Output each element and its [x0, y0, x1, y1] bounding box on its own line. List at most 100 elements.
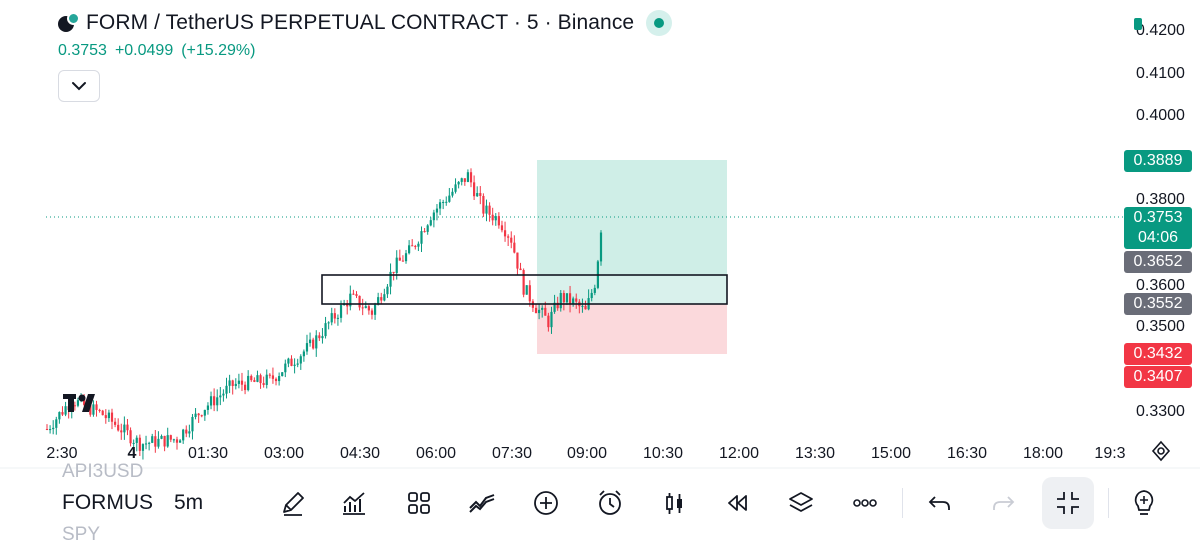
candle-body — [271, 375, 275, 379]
time-tick: 4 — [128, 445, 137, 462]
candle-body — [237, 380, 240, 384]
candle-body — [256, 375, 259, 382]
time-axis[interactable]: 2:30 4 01:30 03:00 04:30 06:00 07:30 09:… — [46, 445, 1125, 462]
take-profit-zone[interactable] — [537, 160, 727, 274]
candle-body — [200, 415, 203, 417]
candle-body — [377, 297, 380, 305]
candle-body — [240, 380, 244, 385]
watchlist-next-symbol[interactable]: SPY — [62, 524, 101, 540]
candle-body — [327, 322, 330, 324]
candle-body — [448, 195, 451, 202]
candle-body — [544, 307, 547, 316]
candle-body — [209, 396, 213, 406]
candle-body — [373, 304, 377, 315]
candle-body — [590, 292, 593, 299]
draw-button[interactable] — [276, 486, 310, 520]
indicators-button[interactable] — [337, 486, 371, 520]
market-status-icon[interactable] — [646, 10, 673, 36]
candle-body — [599, 232, 603, 262]
chart-type-button[interactable] — [657, 486, 691, 520]
candle-body — [123, 424, 126, 433]
interval-button[interactable]: 5m — [174, 491, 204, 514]
price-tick: 0.3600 — [1136, 277, 1185, 294]
indicators-icon — [343, 492, 365, 515]
watchlist-current-symbol[interactable]: FORMUS — [62, 491, 153, 514]
ideas-button[interactable] — [1127, 486, 1161, 520]
candle-body — [572, 298, 575, 304]
candle-body — [61, 412, 64, 415]
candle-body — [278, 376, 281, 382]
compare-button[interactable] — [465, 486, 499, 520]
candle-body — [274, 378, 278, 382]
candle-body — [287, 358, 290, 364]
exit-fullscreen-button[interactable] — [1042, 477, 1094, 529]
time-tick: 07:30 — [492, 445, 532, 462]
candle-body — [318, 335, 321, 339]
alert-button[interactable] — [593, 486, 627, 520]
add-button[interactable] — [529, 486, 563, 520]
settings-icon[interactable] — [1150, 440, 1172, 462]
candle-body — [417, 243, 420, 247]
position-entry-band — [537, 274, 727, 304]
candle-body — [234, 383, 237, 386]
undo-button[interactable] — [923, 486, 957, 520]
candle-body — [113, 421, 117, 425]
candle-body — [330, 313, 333, 323]
candle-body — [296, 363, 299, 365]
undo-icon — [928, 496, 950, 510]
candle-body — [160, 435, 163, 439]
candle-body — [213, 396, 216, 406]
redo-button[interactable] — [986, 486, 1020, 520]
candle-body — [593, 287, 596, 293]
stop-loss-zone[interactable] — [537, 304, 727, 354]
replay-button[interactable] — [720, 486, 754, 520]
price-axis[interactable]: 0.4200 0.4100 0.4000 0.3800 0.3600 0.350… — [1136, 22, 1185, 420]
candle-body — [519, 268, 522, 271]
object-tree-button[interactable] — [784, 486, 818, 520]
time-tick: 04:30 — [340, 445, 380, 462]
ideas-icon — [1134, 490, 1154, 515]
redo-icon — [993, 496, 1015, 510]
price-tick: 0.3800 — [1136, 191, 1185, 208]
collapse-legend-button[interactable] — [58, 70, 100, 102]
candle-body — [185, 429, 188, 434]
candle-body — [438, 202, 442, 209]
candle-body — [528, 285, 531, 302]
candle-body — [380, 297, 383, 301]
candle-body — [494, 216, 497, 221]
candle-body — [166, 435, 169, 447]
candle-body — [513, 242, 516, 253]
add-icon — [534, 491, 558, 515]
candle-body — [219, 395, 222, 398]
candle-body — [324, 323, 327, 337]
current-price-label: 0.3753 04:06 — [1124, 207, 1192, 249]
candle-body — [367, 306, 370, 311]
symbol-title[interactable]: FORM / TetherUS PERPETUAL CONTRACT · 5 ·… — [86, 11, 635, 34]
candle-body — [253, 380, 256, 382]
candle-body — [485, 205, 488, 214]
candle-body — [321, 336, 324, 339]
candle-body — [281, 372, 284, 377]
candle-body — [476, 193, 479, 197]
candle-body — [55, 419, 58, 428]
more-button[interactable] — [848, 486, 882, 520]
candle-body — [479, 193, 482, 196]
candle-body — [293, 364, 296, 366]
candle-body — [265, 374, 268, 385]
candle-body — [392, 271, 395, 273]
candle-body — [411, 245, 414, 247]
candle-body — [259, 375, 262, 384]
candle-body — [203, 409, 206, 416]
watchlist-prev-symbol[interactable]: API3USD — [62, 461, 144, 481]
tradingview-logo — [63, 394, 95, 412]
candle-body — [559, 293, 562, 309]
candle-body — [420, 231, 423, 244]
layouts-button[interactable] — [402, 486, 436, 520]
candle-body — [191, 416, 194, 432]
candle-body — [120, 430, 123, 433]
candle-body — [435, 208, 439, 213]
candle-body — [45, 429, 49, 430]
candle-body — [550, 311, 553, 328]
support-rectangle[interactable] — [321, 274, 728, 305]
